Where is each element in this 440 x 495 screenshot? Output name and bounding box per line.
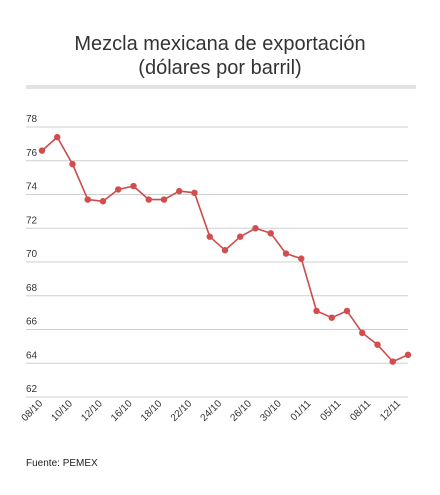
y-tick-label: 66 <box>26 317 38 328</box>
y-tick-label: 62 <box>26 384 38 395</box>
data-point <box>99 198 107 205</box>
y-tick-label: 70 <box>26 249 38 260</box>
data-point <box>130 182 137 190</box>
source-note: Fuente: PEMEX <box>26 458 98 469</box>
data-point <box>282 250 290 257</box>
y-tick-label: 72 <box>26 215 38 226</box>
data-point <box>252 225 259 232</box>
title-underline <box>26 85 416 89</box>
data-point <box>221 246 229 254</box>
data-point <box>389 358 396 365</box>
data-point <box>160 196 168 203</box>
x-tick-label: 08/11 <box>348 398 373 423</box>
data-point <box>176 187 183 195</box>
series-points-layer <box>38 133 412 365</box>
y-axis-ticks: 62 64 66 68 70 72 74 76 78 <box>26 114 38 395</box>
x-tick-label: 18/10 <box>139 398 165 424</box>
chart-title-line1: Mezcla mexicana de exportación <box>74 33 366 55</box>
x-tick-label: 10/10 <box>49 398 75 424</box>
x-tick-label: 12/11 <box>378 398 403 423</box>
data-point <box>206 233 213 240</box>
data-point <box>84 196 91 203</box>
data-point <box>404 351 412 359</box>
chart-title: Mezcla mexicana de exportación (dólares … <box>0 32 440 80</box>
data-point <box>237 233 244 240</box>
data-point <box>313 307 320 315</box>
y-tick-label: 76 <box>26 148 38 159</box>
x-tick-label: 05/11 <box>318 398 343 423</box>
y-tick-label: 78 <box>26 114 38 125</box>
y-tick-label: 74 <box>26 182 38 193</box>
grid-layer <box>26 126 408 398</box>
data-point <box>298 255 305 262</box>
data-point <box>328 314 335 321</box>
x-tick-label: 01/11 <box>289 398 314 423</box>
data-point <box>69 160 76 168</box>
x-tick-label: 08/10 <box>20 398 46 424</box>
data-point <box>191 189 198 197</box>
data-point <box>38 147 46 154</box>
data-point <box>359 329 366 337</box>
data-point <box>115 186 122 193</box>
x-axis-ticks: 08/10 10/10 12/10 16/10 18/10 22/10 24/10 26/10… <box>20 398 404 424</box>
y-tick-label: 64 <box>26 350 38 361</box>
x-tick-label: 24/10 <box>199 398 225 424</box>
x-tick-label: 22/10 <box>169 398 195 424</box>
data-point <box>343 307 351 315</box>
data-point <box>374 341 381 348</box>
x-tick-label: 16/10 <box>109 398 135 424</box>
x-tick-label: 30/10 <box>258 398 284 424</box>
data-point <box>54 133 61 141</box>
x-tick-label: 26/10 <box>228 398 254 424</box>
data-point <box>267 230 274 237</box>
y-tick-label: 68 <box>26 283 38 294</box>
data-point <box>145 196 152 203</box>
chart-title-line2: (dólares por barril) <box>138 57 302 79</box>
x-tick-label: 12/10 <box>79 398 105 424</box>
